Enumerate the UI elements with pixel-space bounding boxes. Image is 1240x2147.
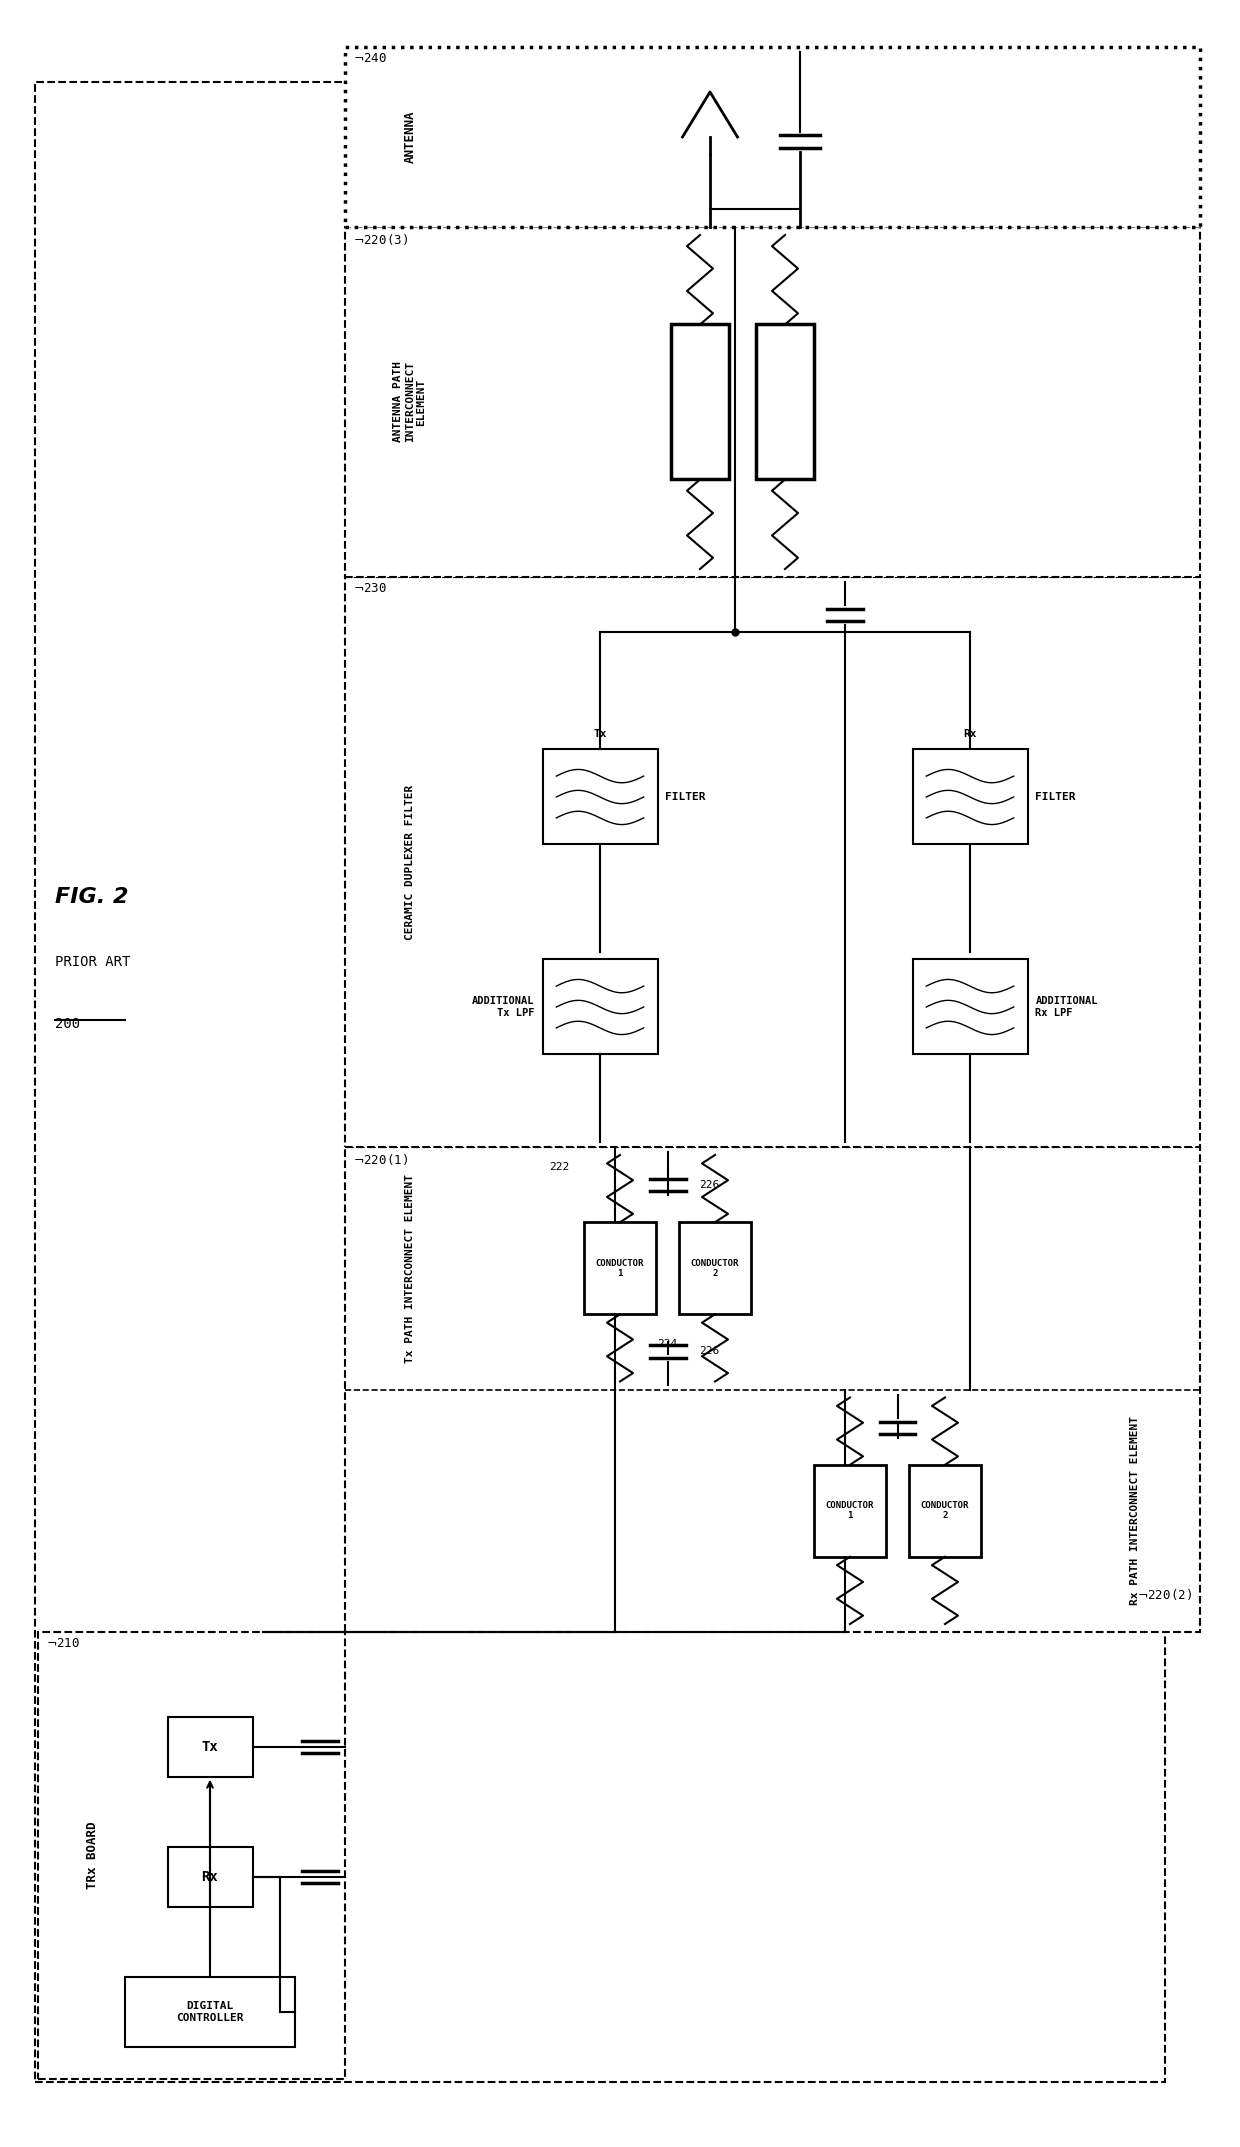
Text: CONDUCTOR
1: CONDUCTOR 1 — [595, 1258, 645, 1277]
Bar — [167, 1718, 253, 1778]
Text: Tx PATH INTERCONNECT ELEMENT: Tx PATH INTERCONNECT ELEMENT — [405, 1174, 415, 1363]
Bar — [543, 960, 657, 1054]
Text: $\neg$240: $\neg$240 — [353, 52, 387, 64]
Bar — [167, 1846, 253, 1907]
Text: 224: 224 — [657, 1340, 677, 1348]
Bar — [913, 749, 1028, 844]
Text: Tx: Tx — [593, 730, 606, 739]
Bar — [543, 749, 657, 844]
Text: ADDITIONAL
Rx LPF: ADDITIONAL Rx LPF — [1035, 996, 1097, 1018]
Bar — [345, 578, 1200, 1146]
Text: CONDUCTOR
1: CONDUCTOR 1 — [826, 1501, 874, 1520]
Text: TRx BOARD: TRx BOARD — [87, 1823, 99, 1889]
Text: ANTENNA PATH
INTERCONNECT
ELEMENT: ANTENNA PATH INTERCONNECT ELEMENT — [393, 361, 427, 442]
Bar — [125, 1977, 295, 2046]
Text: CONDUCTOR
2: CONDUCTOR 2 — [921, 1501, 970, 1520]
Text: CONDUCTOR
2: CONDUCTOR 2 — [691, 1258, 739, 1277]
Text: FIG. 2: FIG. 2 — [55, 887, 129, 906]
Bar — [913, 960, 1028, 1054]
Text: $\neg$230: $\neg$230 — [353, 582, 387, 595]
Text: 226: 226 — [699, 1346, 719, 1357]
Text: $\neg$220(3): $\neg$220(3) — [353, 232, 408, 247]
Text: Tx: Tx — [202, 1739, 218, 1754]
Bar — [756, 324, 813, 479]
Text: 226: 226 — [699, 1181, 719, 1189]
Text: FILTER: FILTER — [666, 792, 706, 803]
Bar — [584, 1222, 656, 1314]
Text: $\neg$220(2): $\neg$220(2) — [1137, 1587, 1192, 1602]
Bar — [680, 1222, 751, 1314]
Bar — [345, 228, 1200, 578]
Bar — [909, 1464, 981, 1557]
Text: $\neg$220(1): $\neg$220(1) — [353, 1153, 408, 1168]
Text: DIGITAL
CONTROLLER: DIGITAL CONTROLLER — [176, 2001, 244, 2022]
Text: FILTER: FILTER — [1035, 792, 1076, 803]
Text: Rx: Rx — [963, 730, 977, 739]
Text: Rx: Rx — [202, 1870, 218, 1885]
Text: $\neg$210: $\neg$210 — [46, 1636, 81, 1651]
Text: Rx PATH INTERCONNECT ELEMENT: Rx PATH INTERCONNECT ELEMENT — [1130, 1417, 1140, 1606]
Text: CERAMIC DUPLEXER FILTER: CERAMIC DUPLEXER FILTER — [405, 784, 415, 940]
Bar — [345, 47, 1200, 228]
Bar — [38, 1632, 345, 2078]
Text: ADDITIONAL
Tx LPF: ADDITIONAL Tx LPF — [472, 996, 534, 1018]
Bar — [671, 324, 729, 479]
Bar — [813, 1464, 887, 1557]
Text: 222: 222 — [549, 1162, 569, 1172]
Text: ANTENNA: ANTENNA — [403, 112, 417, 163]
Bar — [345, 1146, 1200, 1632]
Text: PRIOR ART: PRIOR ART — [55, 955, 130, 968]
Text: 200: 200 — [55, 1018, 81, 1031]
